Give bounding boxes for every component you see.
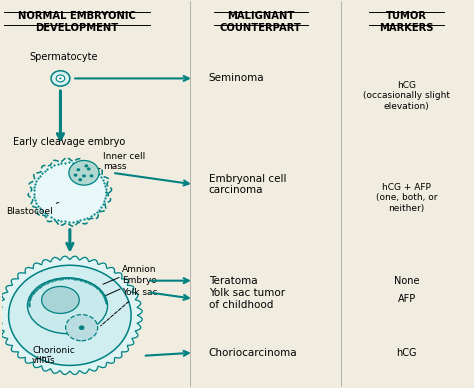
Text: Yolk sac tumor
of childhood: Yolk sac tumor of childhood — [209, 288, 285, 310]
Text: Choriocarcinoma: Choriocarcinoma — [209, 348, 298, 358]
Text: Yolk sac: Yolk sac — [100, 288, 157, 326]
Circle shape — [76, 168, 80, 171]
Circle shape — [31, 161, 109, 223]
Circle shape — [82, 174, 86, 177]
Text: Blastocoel: Blastocoel — [6, 203, 59, 216]
Text: MALIGNANT
COUNTERPART: MALIGNANT COUNTERPART — [219, 11, 301, 33]
Circle shape — [78, 178, 82, 181]
Circle shape — [56, 75, 64, 82]
Circle shape — [73, 173, 77, 177]
Text: Early cleavage embryo: Early cleavage embryo — [13, 137, 126, 147]
Text: AFP: AFP — [398, 294, 416, 304]
Circle shape — [90, 174, 93, 177]
Circle shape — [87, 167, 91, 170]
Ellipse shape — [42, 286, 79, 314]
Text: hCG: hCG — [396, 348, 417, 358]
Text: None: None — [394, 276, 419, 286]
Text: Teratoma: Teratoma — [209, 276, 257, 286]
Text: TUMOR
MARKERS: TUMOR MARKERS — [379, 11, 434, 33]
Polygon shape — [0, 256, 142, 374]
Text: Embryonal cell
carcinoma: Embryonal cell carcinoma — [209, 173, 286, 195]
Text: Inner cell
mass: Inner cell mass — [98, 152, 145, 171]
Text: Embryo: Embryo — [98, 276, 156, 299]
Circle shape — [69, 161, 99, 185]
Circle shape — [9, 265, 131, 365]
Circle shape — [65, 315, 98, 341]
Text: Amnion: Amnion — [103, 265, 156, 284]
Text: hCG + AFP
(one, both, or
neither): hCG + AFP (one, both, or neither) — [376, 183, 438, 213]
Circle shape — [79, 326, 84, 330]
Ellipse shape — [27, 278, 108, 334]
Circle shape — [84, 165, 88, 167]
Text: Chorionic
villus: Chorionic villus — [32, 346, 75, 365]
Circle shape — [51, 71, 70, 86]
Text: Seminoma: Seminoma — [209, 73, 264, 83]
Text: NORMAL EMBRYONIC
DEVELOPMENT: NORMAL EMBRYONIC DEVELOPMENT — [18, 11, 136, 33]
Text: Spermatocyte: Spermatocyte — [30, 52, 98, 62]
Circle shape — [59, 78, 62, 80]
Text: hCG
(occasionally slight
elevation): hCG (occasionally slight elevation) — [363, 81, 450, 111]
